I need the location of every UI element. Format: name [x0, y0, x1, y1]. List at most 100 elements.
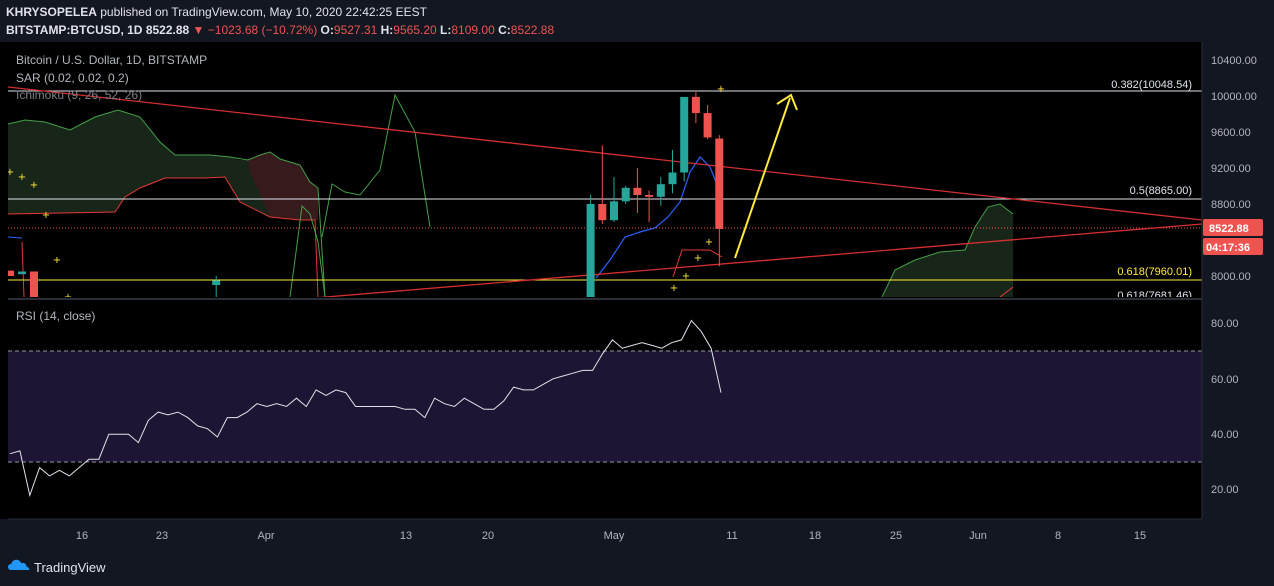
time-tick-15: 15	[1134, 530, 1146, 542]
base-line-left	[21, 241, 25, 297]
candle-body[interactable]	[610, 201, 618, 221]
sar-dot: +	[717, 84, 725, 95]
ichimoku-legend[interactable]: Ichimoku (9, 26, 52, 26)	[16, 88, 142, 102]
candle-body[interactable]	[30, 271, 38, 304]
price-tick-10000: 10000.00	[1211, 91, 1257, 103]
publisher-name[interactable]: KHRYSOPELEA	[6, 5, 97, 19]
rsi-legend[interactable]: RSI (14, close)	[16, 309, 95, 323]
candle-body[interactable]	[703, 113, 712, 138]
fib-label-05: 0.5(8865.00)	[1130, 185, 1192, 197]
up-arrow-shaft[interactable]	[734, 97, 791, 259]
open-label: O:	[320, 23, 334, 37]
price-tick-10400: 10400.00	[1211, 55, 1257, 67]
symbol-line: BITSTAMP:BTCUSD, 1D 8522.88 ▼ −1023.68 (…	[6, 23, 555, 37]
price-tick-8000: 8000.00	[1211, 271, 1251, 283]
symbol[interactable]: BITSTAMP:BTCUSD	[6, 23, 121, 37]
interval[interactable]: 1D	[127, 23, 143, 37]
time-tick-23: 23	[156, 530, 168, 542]
high-value: 9565.20	[393, 23, 437, 37]
candle-body[interactable]	[691, 96, 700, 114]
time-tick-8: 8	[1055, 530, 1061, 542]
price-tick-9200: 9200.00	[1211, 163, 1251, 175]
candle-body[interactable]	[715, 138, 724, 229]
footer: TradingView	[0, 548, 1274, 586]
candle-body[interactable]	[633, 187, 642, 195]
close-value: 8522.88	[510, 23, 555, 37]
time-tick-may: May	[604, 530, 625, 542]
rsi-line	[9, 319, 722, 498]
time-tick-13: 13	[400, 530, 412, 542]
candle-body[interactable]	[18, 271, 26, 275]
tradingview-brand[interactable]: TradingView	[34, 560, 106, 575]
rsi-pane	[8, 319, 1202, 498]
rsi-tick-20: 20.00	[1211, 484, 1239, 496]
candle-body[interactable]	[598, 204, 607, 221]
change-down-icon: ▼	[192, 23, 205, 37]
price-axis[interactable]	[1202, 42, 1274, 548]
last-price-badge-text: 8522.88	[1209, 223, 1249, 235]
publish-line: KHRYSOPELEA published on TradingView.com…	[6, 5, 427, 19]
rsi-band	[8, 351, 1202, 462]
leading-span-a-right	[881, 203, 1014, 297]
ichimoku-cloud-right	[882, 204, 1013, 297]
base-line	[672, 249, 723, 278]
published-text: published on TradingView.com, May 10, 20…	[100, 5, 427, 19]
sar-dot: +	[6, 167, 14, 178]
sar-dot: +	[705, 237, 713, 248]
time-tick-jun: Jun	[969, 530, 987, 542]
candle-body[interactable]	[586, 204, 595, 298]
time-tick-11: 11	[726, 530, 737, 542]
time-tick-16: 16	[76, 530, 88, 542]
fib-label-0618-yellow: 0.618(7960.01)	[1117, 266, 1192, 278]
conversion-line	[595, 156, 723, 279]
ichimoku-cloud-red	[248, 152, 318, 220]
candles-group	[6, 92, 724, 304]
low-value: 8109.00	[451, 23, 495, 37]
sar-dot: +	[42, 210, 50, 221]
last-price-badge	[1203, 219, 1263, 236]
time-tick-18: 18	[809, 530, 821, 542]
sar-dot: +	[64, 292, 72, 303]
descending-trendline[interactable]	[8, 86, 1202, 221]
candle-body[interactable]	[621, 187, 630, 202]
header: KHRYSOPELEA published on TradingView.com…	[0, 0, 1274, 42]
lagging-span-b	[321, 93, 431, 238]
fib-label-0618: 0.618(7681.46)	[1117, 290, 1192, 302]
sar-dot: +	[53, 255, 61, 266]
sar-dot: +	[18, 172, 26, 183]
time-tick-apr: Apr	[257, 530, 274, 542]
countdown-badge-text: 04:17:36	[1206, 242, 1250, 254]
sar-dot: +	[30, 180, 38, 191]
time-tick-20: 20	[482, 530, 494, 542]
ascending-trendline[interactable]	[290, 223, 1202, 300]
candle-body[interactable]	[668, 172, 677, 185]
series-title[interactable]: Bitcoin / U.S. Dollar, 1D, BITSTAMP	[16, 53, 207, 67]
sar-dots-group: +++++++++++	[6, 84, 725, 303]
tradingview-logo-icon[interactable]	[8, 558, 30, 574]
sar-dot: +	[682, 271, 690, 282]
sar-legend[interactable]: SAR (0.02, 0.02, 0.2)	[16, 71, 129, 85]
low-label: L:	[440, 23, 452, 37]
price-tick-9600: 9600.00	[1211, 127, 1251, 139]
time-tick-25: 25	[890, 530, 902, 542]
price-tick-8800: 8800.00	[1211, 199, 1251, 211]
candle-body[interactable]	[645, 195, 654, 197]
candle-body[interactable]	[6, 270, 14, 276]
conversion-line-left	[8, 236, 22, 239]
candle-body[interactable]	[212, 280, 221, 286]
lagging-span-a	[289, 204, 326, 297]
last-price: 8522.88	[145, 23, 190, 37]
sar-dot: +	[670, 283, 678, 294]
change-value: −1023.68 (−10.72%)	[207, 23, 318, 37]
candle-body[interactable]	[680, 96, 689, 173]
up-arrow-icon[interactable]	[776, 93, 798, 111]
rsi-tick-40: 40.00	[1211, 429, 1239, 441]
open-value: 9527.31	[333, 23, 378, 37]
time-axis[interactable]	[0, 519, 1274, 548]
candle-body[interactable]	[656, 184, 665, 197]
rsi-tick-80: 80.00	[1211, 318, 1239, 330]
countdown-badge	[1203, 238, 1263, 255]
chart-area[interactable]: +++++++++++ 0.382(10048.54) 0.5(8865.00)…	[0, 42, 1274, 548]
main-pane: +++++++++++ 0.382(10048.54) 0.5(8865.00)…	[6, 79, 1202, 304]
leading-span-b-right	[999, 286, 1014, 297]
